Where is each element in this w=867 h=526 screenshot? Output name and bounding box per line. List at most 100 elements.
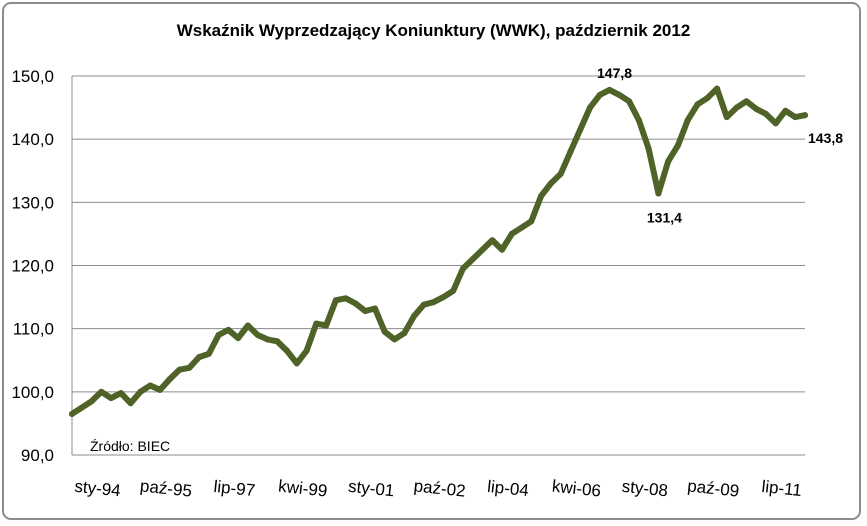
x-tick-label: paź-95 xyxy=(139,476,193,500)
data-point xyxy=(205,350,212,357)
data-point xyxy=(772,120,779,127)
series-layer xyxy=(69,85,808,417)
y-tick-label: 140,0 xyxy=(11,130,54,149)
data-point xyxy=(753,105,760,112)
data-point xyxy=(499,246,506,253)
data-point xyxy=(108,395,115,402)
series-line xyxy=(69,85,808,417)
data-point xyxy=(743,98,750,105)
data-point xyxy=(674,142,681,149)
data-point xyxy=(792,114,799,121)
x-tick-label: kwi-99 xyxy=(277,477,328,501)
y-tick-label: 130,0 xyxy=(11,193,54,212)
data-point xyxy=(606,86,613,93)
data-point xyxy=(88,398,95,405)
y-tick-label: 110,0 xyxy=(13,320,54,339)
x-tick-label: lip-11 xyxy=(761,477,803,500)
data-point xyxy=(381,328,388,335)
data-point xyxy=(156,386,163,393)
data-point xyxy=(508,230,515,237)
data-point xyxy=(655,190,662,197)
data-point xyxy=(391,336,398,343)
data-point xyxy=(459,265,466,272)
data-point xyxy=(528,218,535,225)
data-point xyxy=(147,382,154,389)
data-point xyxy=(547,180,554,187)
data-point xyxy=(714,85,721,92)
data-point xyxy=(235,335,242,342)
data-point xyxy=(557,170,564,177)
data-point xyxy=(166,376,173,383)
data-point xyxy=(420,301,427,308)
data-point xyxy=(704,95,711,102)
data-point xyxy=(411,313,418,320)
data-point xyxy=(362,307,369,314)
data-point xyxy=(489,237,496,244)
data-point xyxy=(645,145,652,152)
data-point xyxy=(371,305,378,312)
data-point xyxy=(274,338,281,345)
data-point xyxy=(430,299,437,306)
data-point xyxy=(635,117,642,124)
x-tick-label: lip-04 xyxy=(486,477,529,500)
data-point xyxy=(186,364,193,371)
data-point xyxy=(98,388,105,395)
data-point xyxy=(479,246,486,253)
data-point xyxy=(196,354,203,361)
data-point xyxy=(137,388,144,395)
data-point xyxy=(244,322,251,329)
data-point xyxy=(313,320,320,327)
annotations: 147,8 131,4 143,8 xyxy=(597,65,843,226)
data-point xyxy=(723,114,730,121)
data-point xyxy=(117,390,124,397)
data-point xyxy=(284,347,291,354)
data-point xyxy=(440,294,447,301)
y-axis: 90,0 100,0 110,0 120,0 130,0 140,0 150,0 xyxy=(11,67,73,465)
data-point xyxy=(762,110,769,117)
data-point xyxy=(450,287,457,294)
data-point xyxy=(69,410,75,417)
data-point xyxy=(626,98,633,105)
data-point xyxy=(78,404,85,411)
data-label: 131,4 xyxy=(647,209,682,225)
data-point xyxy=(538,193,545,200)
data-point xyxy=(782,107,789,114)
data-point xyxy=(225,326,232,333)
chart-title: Wskaźnik Wyprzedzający Koniunktury (WWK)… xyxy=(176,21,691,40)
data-point xyxy=(518,224,525,231)
data-point xyxy=(342,295,349,302)
data-point xyxy=(616,91,623,98)
data-point xyxy=(215,331,222,338)
data-point xyxy=(303,347,310,354)
gridlines xyxy=(72,75,805,456)
data-point xyxy=(665,158,672,165)
data-point xyxy=(596,91,603,98)
data-point xyxy=(577,126,584,133)
data-point xyxy=(469,256,476,263)
data-label: 147,8 xyxy=(597,65,632,81)
x-tick-label: sty-08 xyxy=(621,477,669,501)
data-point xyxy=(694,101,701,108)
data-point xyxy=(254,331,261,338)
data-label: 143,8 xyxy=(808,130,843,146)
data-point xyxy=(586,104,593,111)
x-tick-label: sty-94 xyxy=(74,477,122,501)
x-tick-label: lip-97 xyxy=(213,477,256,500)
data-point xyxy=(401,330,408,337)
data-point xyxy=(352,300,359,307)
source-note: Źródło: BIEC xyxy=(90,438,170,454)
y-tick-label: 150,0 xyxy=(11,67,54,86)
x-tick-label: kwi-06 xyxy=(551,477,602,501)
x-axis: sty-94 paź-95 lip-97 kwi-99 sty-01 paź-02 lip-… xyxy=(74,476,803,500)
y-tick-label: 100,0 xyxy=(11,383,54,402)
data-point xyxy=(332,297,339,304)
data-point xyxy=(323,322,330,329)
data-point xyxy=(264,336,271,343)
x-tick-label: paź-02 xyxy=(413,476,467,500)
data-point xyxy=(802,112,808,119)
x-tick-label: sty-01 xyxy=(347,477,395,501)
data-point xyxy=(176,366,183,373)
y-tick-label: 120,0 xyxy=(11,257,54,276)
data-point xyxy=(293,360,300,367)
